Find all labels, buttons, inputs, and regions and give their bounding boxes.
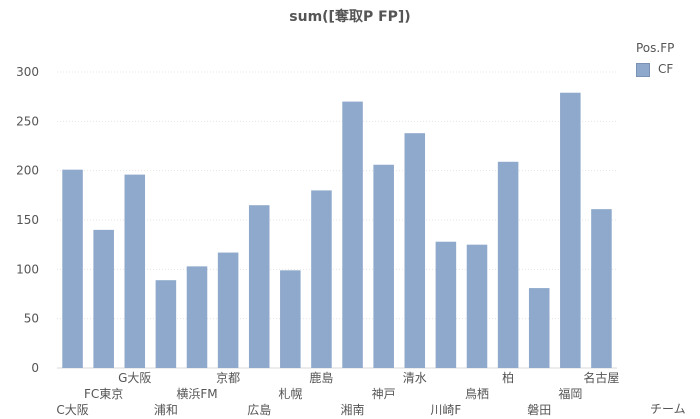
legend-title: Pos.FP — [636, 41, 675, 55]
x-tick-label: 神戸 — [372, 387, 396, 401]
x-tick-label: 福岡 — [558, 386, 582, 401]
bar: 名古屋: 161 — [591, 209, 612, 368]
bar: 磐田: 81 — [528, 288, 550, 368]
y-tick-label: 50 — [24, 312, 39, 326]
x-axis-title: チーム — [650, 402, 686, 416]
x-tick-label: 浦和 — [154, 403, 178, 417]
bar: FC東京: 140 — [93, 229, 114, 368]
x-tick-label: C大阪 — [56, 403, 88, 417]
x-tick-label: FC東京 — [84, 387, 123, 401]
x-tick-label: 鹿島 — [309, 370, 333, 385]
x-tick-label: 清水 — [403, 371, 427, 385]
x-tick-label: 鳥栖 — [465, 386, 489, 401]
bar: 札幌: 99 — [280, 270, 301, 368]
y-tick-label: 150 — [16, 213, 39, 227]
bar: 鳥栖: 125 — [466, 244, 488, 368]
x-tick-label: 札幌 — [278, 386, 302, 401]
chart-title: sum([奪取P FP]) — [289, 9, 411, 25]
bar: 横浜FM: 103 — [186, 266, 208, 368]
bar: 神戸: 206 — [373, 164, 394, 368]
bar: 広島: 165 — [248, 205, 270, 368]
bar: G大阪: 196 — [124, 174, 146, 368]
y-tick-label: 250 — [16, 114, 39, 128]
legend-label: CF — [658, 62, 674, 76]
x-tick-label: G大阪 — [118, 371, 151, 385]
bar: 湘南: 270 — [342, 101, 363, 368]
x-tick-label: 名古屋 — [583, 370, 619, 385]
bar: 京都: 117 — [217, 252, 239, 368]
bar: 川崎F: 128 — [435, 241, 457, 368]
legend-swatch — [636, 63, 650, 77]
bar: 清水: 238 — [404, 133, 426, 368]
x-tick-label: 広島 — [247, 402, 271, 417]
bar: 柏: 209 — [497, 161, 519, 368]
x-tick-label: 柏 — [502, 370, 514, 385]
y-tick-label: 200 — [16, 164, 39, 178]
x-tick-label: 横浜FM — [176, 387, 217, 401]
x-tick-label: 川崎F — [430, 403, 461, 417]
x-tick-label: 磐田 — [527, 403, 551, 417]
x-tick-label: 湘南 — [341, 402, 365, 417]
y-tick-label: 300 — [16, 65, 39, 79]
bar: 浦和: 89 — [155, 280, 177, 368]
x-tick-label: 京都 — [216, 371, 240, 385]
bar: 鹿島: 180 — [311, 190, 332, 368]
y-tick-label: 0 — [31, 361, 39, 375]
bar: 福岡: 279 — [560, 92, 581, 368]
y-tick-label: 100 — [16, 262, 39, 276]
bar: C大阪: 201 — [62, 169, 83, 368]
